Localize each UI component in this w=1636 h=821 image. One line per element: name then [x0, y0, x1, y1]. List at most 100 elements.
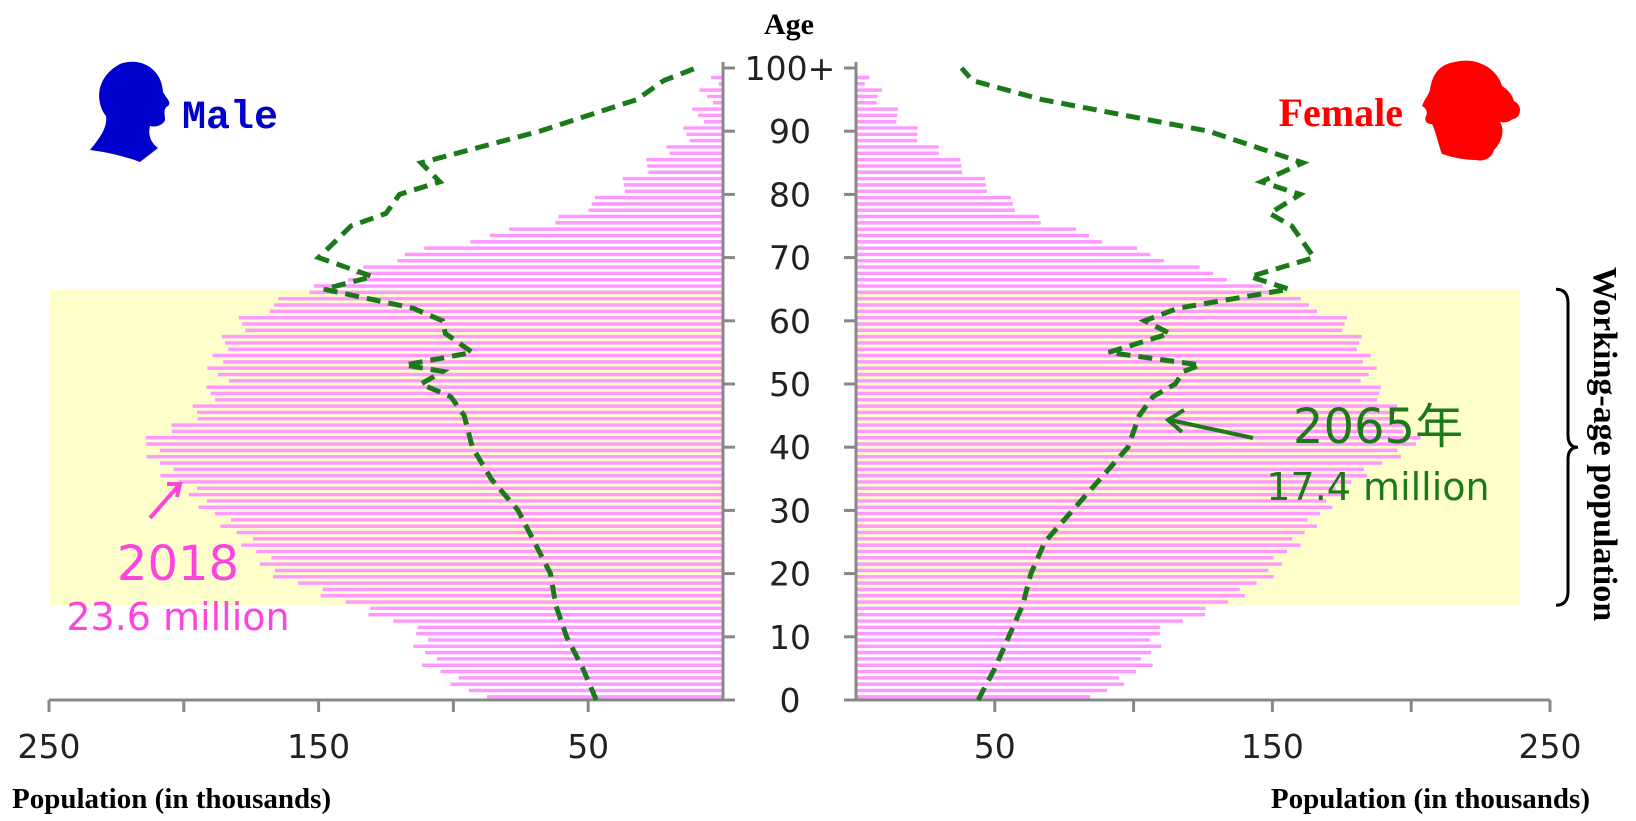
female-2018-bar [856, 88, 883, 92]
female-2018-bar [856, 524, 1318, 528]
male-2018-bar [297, 581, 723, 585]
x-tick-label-right: 150 [1241, 727, 1304, 766]
female-2018-bar [856, 454, 1401, 459]
age-tick-label: 50 [769, 365, 811, 404]
female-2018-bar [856, 202, 1013, 206]
female-2018-bar [856, 518, 1308, 522]
x-axis-label-right: Population (in thousands) [1271, 783, 1590, 815]
female-2018-bar [856, 379, 1361, 383]
female-2018-bar [856, 511, 1320, 516]
female-2018-bar [856, 75, 870, 80]
female-2018-bar [856, 435, 1421, 440]
male-2018-bar [669, 151, 723, 156]
annotation-2065-arrow-shaft [1169, 418, 1254, 440]
male-2018-bar [274, 568, 723, 573]
male-2018-bar [173, 467, 724, 472]
female-2018-bar [856, 119, 897, 124]
female-2018-bar [856, 170, 963, 175]
annotation-2065-arrow-head [1164, 408, 1186, 434]
age-tick-labels: 0 10 20 30 40 50 60 70 80 90 100+ [745, 49, 836, 720]
annotation-2018-arrow-shaft [148, 482, 182, 520]
male-2018-bar [259, 562, 723, 566]
male-2018-bar [413, 644, 723, 649]
female-2018-bar [856, 296, 1301, 301]
male-2018-bar [171, 423, 723, 427]
male-2018-bar [686, 132, 723, 137]
male-2018-bar [355, 271, 723, 276]
female-2018-bar [856, 284, 1263, 288]
female-2018-bar [856, 372, 1369, 377]
male-2018-bar [623, 183, 723, 187]
male-2018-bar [713, 101, 723, 105]
male-2018-bar [278, 296, 723, 301]
female-2018-bar [856, 663, 1153, 667]
female-2018-bar [856, 568, 1269, 573]
male-2018-bar [274, 303, 723, 307]
male-2018-bar [214, 511, 723, 516]
female-2018-bar [856, 593, 1245, 598]
male-2018-bar [509, 227, 723, 231]
age-tick-label: 10 [769, 618, 811, 657]
male-2018-bar [666, 145, 723, 149]
male-2018-bar [704, 119, 723, 124]
male-2018-bar [368, 612, 723, 617]
male-2018-bar [418, 625, 723, 630]
male-2018-bar [470, 240, 723, 244]
population-tick-labels: 250 150 50 50 150 250 [18, 727, 1582, 766]
male-2018-bar [698, 113, 723, 118]
male-2018-bar [397, 259, 723, 263]
male-2018-bar [228, 347, 723, 351]
male-2018-bar [322, 587, 723, 592]
male-2018-bar [188, 492, 723, 497]
working-age-bracket: Working-age population [1555, 267, 1623, 621]
female-2018-bar [856, 322, 1345, 326]
male-2018-bar [468, 688, 723, 693]
male-2018-bar [197, 486, 724, 491]
female-2018-bar [856, 132, 918, 137]
male-2018-bar [192, 404, 724, 408]
male-2018-bar [198, 505, 724, 509]
x-axis-label-left: Population (in thousands) [12, 783, 331, 815]
female-head-silhouette-icon [1422, 60, 1520, 161]
female-2018-bar [856, 625, 1161, 630]
male-2018-bar [622, 176, 723, 181]
male-2018-bar [197, 410, 724, 415]
male-2018-bar [428, 638, 723, 642]
male-2018-bar [450, 682, 723, 686]
female-2018-bar [856, 492, 1342, 497]
male-2018-bar [689, 138, 723, 143]
female-2018-bar [856, 259, 1164, 263]
male-2018-bar [145, 435, 724, 440]
male-2018-bar [313, 284, 723, 288]
male-2018-bar [370, 606, 723, 611]
female-2018-bar [856, 486, 1336, 491]
x-tick-label-left: 150 [287, 727, 350, 766]
female-2018-bar [856, 353, 1371, 358]
female-2018-bar [856, 341, 1360, 345]
female-2018-bar [856, 606, 1206, 611]
male-2018-bar [221, 334, 723, 339]
female-2018-bar [856, 391, 1379, 396]
female-2018-bar [856, 404, 1398, 408]
x-tick-label-right: 50 [974, 727, 1016, 766]
female-2018-bar [856, 543, 1301, 547]
male-2018-bar [404, 252, 723, 257]
female-legend-label: Female [1279, 90, 1403, 135]
female-2018-bar [856, 290, 1271, 295]
male-2018-bar [160, 461, 723, 465]
male-2018-bar [160, 473, 724, 478]
female-2018-bar [856, 461, 1383, 465]
male-2018-bar [363, 265, 723, 269]
male-legend-label: Male [182, 96, 278, 141]
annotation-2065-year: 2065年 [1293, 399, 1463, 455]
female-2018-bar [856, 138, 918, 143]
female-2018-bar [856, 612, 1206, 617]
female-2018-bar [856, 587, 1240, 592]
female-2018-bar [856, 233, 1089, 238]
male-2018-bar [594, 195, 723, 200]
male-2018-bar [648, 170, 723, 175]
female-2018-bar [856, 537, 1293, 541]
male-2018-bar [683, 126, 723, 130]
female-2018-bar [856, 619, 1183, 623]
male-2018-bar [647, 164, 723, 168]
